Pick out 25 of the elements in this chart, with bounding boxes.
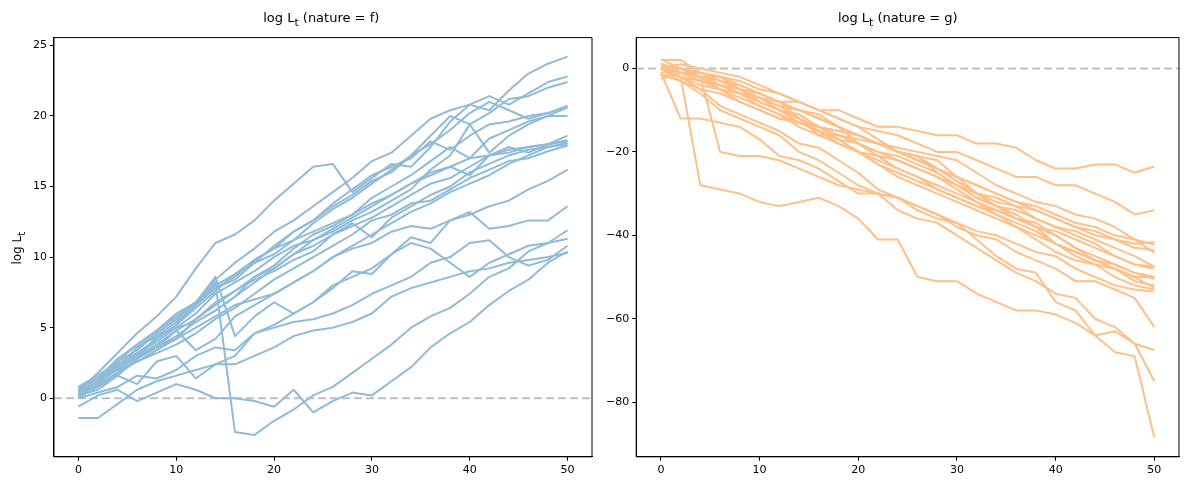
y-tick-label: 25 xyxy=(33,38,47,52)
x-tick-label: 10 xyxy=(752,463,767,477)
y-tick-label: −40 xyxy=(605,228,629,242)
x-tick-label: 0 xyxy=(74,463,82,477)
y-tick-label: 20 xyxy=(33,108,47,122)
x-tick-label: 50 xyxy=(1146,463,1161,477)
x-tick-label: 40 xyxy=(1048,463,1063,477)
x-tick-label: 30 xyxy=(949,463,964,477)
y-tick-label: 15 xyxy=(33,179,47,193)
y-tick-label: 0 xyxy=(621,61,629,75)
y-tick-label: 10 xyxy=(33,249,47,263)
y-tick-label: 5 xyxy=(40,320,47,334)
y-tick-label: −80 xyxy=(605,395,629,409)
x-tick-label: 20 xyxy=(267,463,282,477)
y-tick-label: −60 xyxy=(605,311,629,325)
y-tick-label: 0 xyxy=(40,391,47,405)
chart-title: log L$_{t}$ (nature = g) xyxy=(836,10,959,29)
x-tick-label: 20 xyxy=(850,463,865,477)
x-tick-label: 10 xyxy=(169,463,184,477)
x-tick-label: 30 xyxy=(364,463,379,477)
chart-title: log L$_{t}$ (nature = f) xyxy=(262,10,381,29)
y-tick-label: −20 xyxy=(605,144,629,158)
x-tick-label: 40 xyxy=(462,463,477,477)
x-tick-label: 50 xyxy=(560,463,575,477)
x-tick-label: 0 xyxy=(656,463,664,477)
